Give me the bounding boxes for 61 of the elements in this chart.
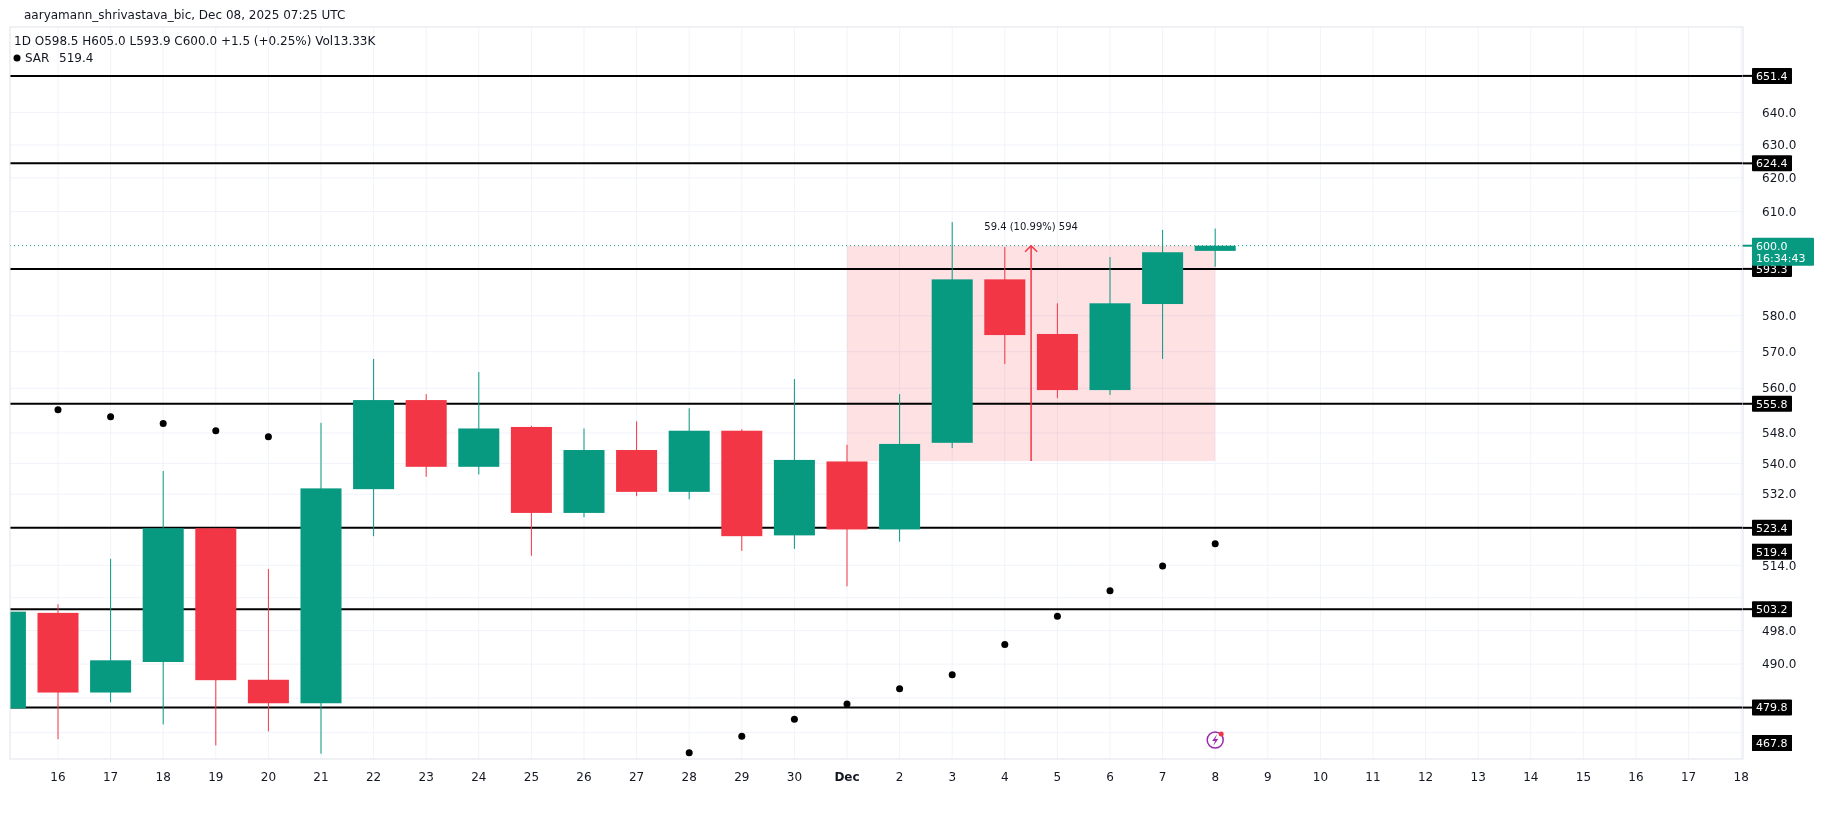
ref-line-label: 651.4 [1756, 69, 1788, 83]
y-tick-label: 620.0 [1762, 171, 1797, 186]
x-tick-label: 28 [681, 770, 697, 784]
x-tick-label: 20 [260, 770, 277, 784]
x-tick-label: 18 [1733, 770, 1749, 784]
text: 467.8 [1756, 736, 1788, 750]
x-tick-label: 6 [1106, 770, 1114, 784]
x-tick-label: 15 [1575, 770, 1592, 784]
y-tick-label: 490.0 [1762, 657, 1797, 672]
ref-line-label: 479.8 [1756, 701, 1788, 715]
ref-line-label: 593.3 [1756, 262, 1788, 276]
ref-line-label: 600.0 16:34:43 [1756, 239, 1806, 265]
x-tick-label: 30 [786, 770, 803, 784]
x-tick-label: 13 [1470, 770, 1486, 784]
x-tick-label: 25 [523, 770, 540, 784]
x-tick-label: 5 [1053, 770, 1062, 784]
x-tick-label: 18 [155, 770, 171, 784]
x-tick-label: 10 [1312, 770, 1329, 784]
y-tick-label: 640.0 [1762, 105, 1797, 120]
ref-line-label: 624.4 [1756, 157, 1788, 171]
x-tick-label: 27 [628, 770, 645, 784]
x-tick-label: 19 [208, 770, 224, 784]
y-tick-label: 560.0 [1762, 381, 1797, 396]
x-tick-label: 16 [50, 770, 66, 784]
x-tick-label: 23 [418, 770, 434, 784]
y-tick-label: 610.0 [1762, 204, 1797, 219]
x-tick-label: 4 [1000, 770, 1009, 784]
x-tick-label: 8 [1211, 770, 1220, 784]
x-tick-label: 11 [1365, 770, 1381, 784]
x-tick-label: 29 [734, 770, 750, 784]
annotation: 519.4 [59, 51, 94, 65]
chart-title: aaryamann_shrivastava_bic, Dec 08, 2025 07:25 UTC [24, 8, 346, 22]
y-tick-label: 532.0 [1762, 487, 1797, 502]
x-tick-label: 16 [1628, 770, 1644, 784]
x-tick-label: Dec [834, 770, 860, 784]
x-tick-label: 21 [313, 770, 329, 784]
y-tick-label: 548.0 [1762, 426, 1797, 441]
y-tick-label: 630.0 [1762, 138, 1797, 153]
y-tick-label: 514.0 [1762, 558, 1797, 573]
band-label: 59.4 (10.99%) 594 [984, 220, 1078, 232]
ref-line-label: 523.4 [1756, 521, 1788, 535]
y-tick-label: 498.0 [1762, 623, 1797, 638]
y-tick-label: 540.0 [1762, 456, 1797, 471]
x-tick-label: 9 [1263, 770, 1272, 784]
x-tick-label: 12 [1417, 770, 1434, 784]
x-tick-label: 14 [1523, 770, 1539, 784]
x-tick-label: 26 [576, 770, 592, 784]
ref-line-label: 503.2 [1756, 603, 1788, 617]
x-tick-label: 3 [948, 770, 957, 784]
y-tick-label: 580.0 [1762, 308, 1797, 323]
y-tick-label: 570.0 [1762, 344, 1797, 359]
ref-line-label: 555.8 [1756, 397, 1788, 411]
x-tick-label: 17 [102, 770, 119, 784]
text: 1D O598.5 H605.0 L593.9 C600.0 +1.5 (+0.25%) Vol13.33K [14, 34, 377, 48]
x-tick-label: 2 [895, 770, 904, 784]
text: 519.4 [1756, 545, 1788, 559]
x-tick-label: 24 [471, 770, 487, 784]
x-tick-label: 17 [1680, 770, 1697, 784]
x-tick-label: 7 [1158, 770, 1167, 784]
x-tick-label: 22 [365, 770, 382, 784]
legend-label: SAR [25, 51, 50, 65]
